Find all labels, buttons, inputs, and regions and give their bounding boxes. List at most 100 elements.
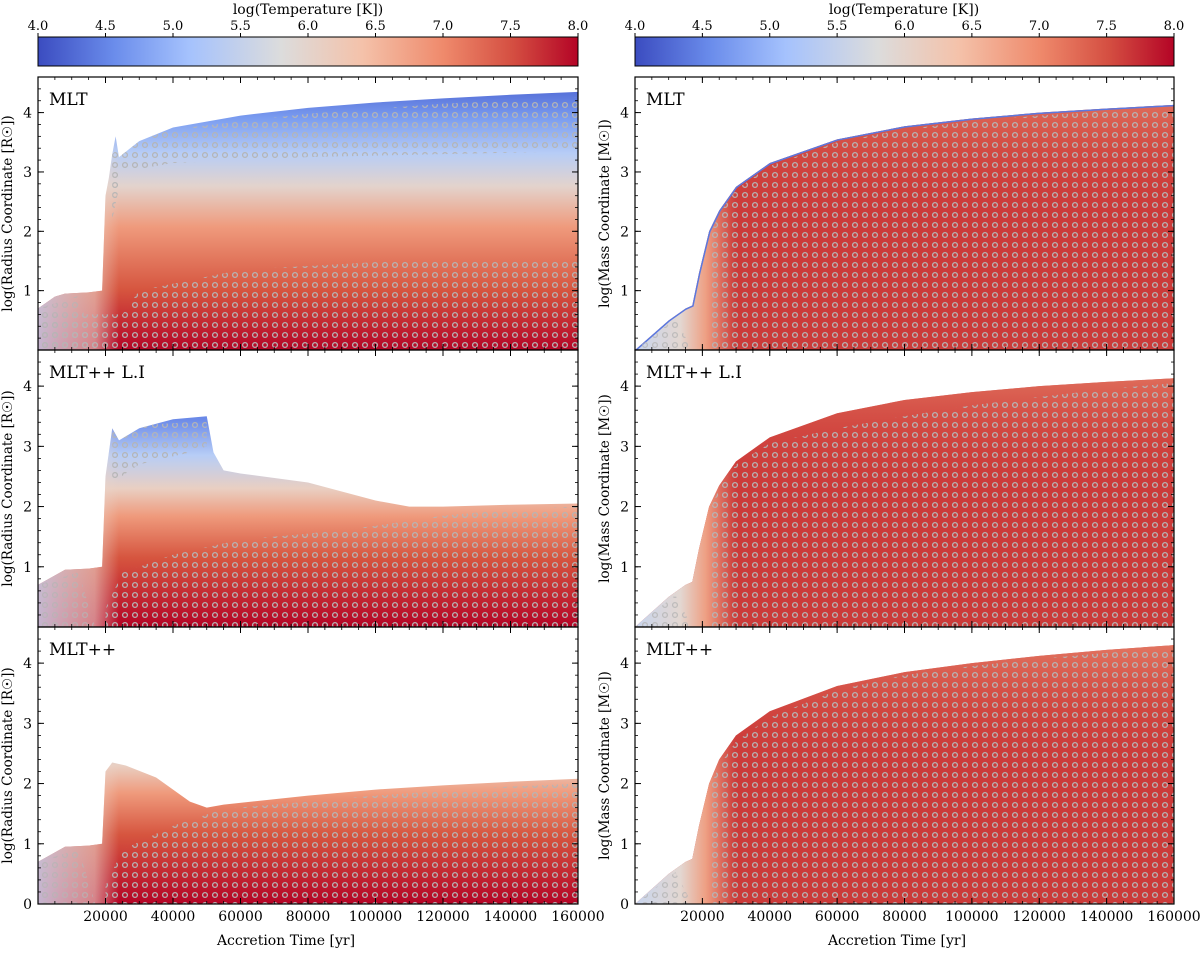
colorbar-label: log(Temperature [K]) (829, 2, 979, 18)
colorbar-tick-label: 5.0 (163, 19, 184, 34)
x-tick-label: 60000 (815, 909, 860, 925)
convective-zone (105, 506, 578, 627)
y-axis-label: log(Mass Coordinate [M☉]) (597, 671, 613, 860)
colorbar-ticks: 4.0 4.5 5.0 5.5 6.0 6.5 7.0 7.5 8.0 (625, 19, 1185, 37)
convective-zone-early (38, 295, 96, 350)
y-tick-label: 4 (620, 379, 629, 395)
colorbar-tick-label: 4.5 (95, 19, 116, 34)
y-tick-label: 3 (620, 716, 629, 732)
colorbar-tick-label: 8.0 (1164, 19, 1185, 34)
y-tick-label: 3 (620, 165, 629, 181)
colorbar-tick-label: 4.0 (625, 19, 646, 34)
y-axis-label: log(Mass Coordinate [M☉]) (597, 394, 613, 583)
panel-title: MLT++ (646, 640, 713, 660)
y-tick-label: 2 (620, 224, 629, 240)
x-tick-label: 40000 (151, 909, 196, 925)
convective-zone (709, 383, 1174, 627)
colorbar-tick-label: 6.5 (962, 19, 983, 34)
colorbar-tick-label: 5.5 (230, 19, 251, 34)
y-tick-label: 3 (23, 439, 32, 455)
y-tick-label: 2 (23, 500, 32, 516)
colorbar-ticks: 4.0 4.5 5.0 5.5 6.0 6.5 7.0 7.5 8.0 (28, 19, 588, 37)
colorbar-tick-label: 5.5 (827, 19, 848, 34)
x-tick-label: 140000 (484, 909, 537, 925)
colorbar-gradient (634, 36, 1175, 67)
x-tick-label: 100000 (349, 909, 402, 925)
panel-title: MLT (646, 90, 685, 110)
y-tick-label: 1 (620, 560, 629, 576)
panel-left-bottom: MLT++ 0 1 2 3 4 20000 40000 60000 80000 100000 1200… (0, 626, 605, 925)
convective-zone-early (635, 872, 693, 904)
y-tick-label: 4 (23, 106, 32, 122)
convective-zone (112, 419, 207, 483)
y-tick-label: 0 (23, 897, 32, 913)
x-tick-label: 20000 (680, 909, 725, 925)
x-axis-label-right: Accretion Time [yr] (827, 933, 966, 949)
y-axis-label: log(Mass Coordinate [M☉]) (597, 119, 613, 308)
x-tick-label: 60000 (218, 909, 263, 925)
y-tick-label: 4 (23, 379, 32, 395)
x-tick-label: 80000 (882, 909, 927, 925)
y-axis-label: log(Radius Coordinate [R☉]) (0, 115, 16, 311)
x-tick-label: 100000 (945, 909, 998, 925)
convective-zone (709, 107, 1174, 350)
panel-right-middle: MLT++ L.I 1 2 3 4 log(Mass Coordinate [M☉]) (597, 349, 1175, 628)
x-tick-label: 20000 (83, 909, 128, 925)
colorbar-tick-label: 7.0 (433, 19, 454, 34)
panel-left-middle: MLT++ L.I 1 2 3 4 log(Radius Coordinate [R☉]) (0, 349, 579, 628)
convective-zone (105, 783, 578, 904)
y-tick-label: 1 (23, 560, 32, 576)
x-tick-label: 160000 (1147, 909, 1200, 925)
panel-title: MLT++ L.I (49, 363, 145, 383)
y-tick-label: 1 (620, 284, 629, 300)
y-tick-label: 2 (23, 224, 32, 240)
colorbar-tick-label: 7.5 (500, 19, 521, 34)
colorbar-left: log(Temperature [K]) 4.0 4.5 5.0 5.5 6.0 6.5 7… (28, 2, 588, 67)
y-tick-label: 2 (620, 500, 629, 516)
colorbar-tick-label: 6.5 (365, 19, 386, 34)
convective-zone (112, 97, 578, 220)
x-tick-label: 80000 (286, 909, 331, 925)
y-tick-label: 1 (23, 284, 32, 300)
panel-grid: MLT 1 2 3 4 log(Radius Coordinate [R☉]) MLT 1 2 3… (0, 76, 1200, 925)
panel-title: MLT++ (49, 640, 116, 660)
convective-zone (709, 648, 1174, 904)
colorbar-tick-label: 4.0 (28, 19, 49, 34)
y-tick-label: 3 (23, 165, 32, 181)
y-tick-label: 2 (23, 777, 32, 793)
panel-title: MLT (49, 90, 88, 110)
y-axis-label: log(Radius Coordinate [R☉]) (0, 390, 16, 586)
y-tick-label: 2 (620, 777, 629, 793)
y-tick-label: 4 (620, 656, 629, 672)
x-axis-label-left: Accretion Time [yr] (216, 933, 355, 949)
y-tick-label: 0 (620, 897, 629, 913)
y-tick-label: 1 (620, 837, 629, 853)
colorbar-right: log(Temperature [K]) 4.0 4.5 5.0 5.5 6.0 6.5 7… (625, 2, 1185, 67)
panel-left-top: MLT 1 2 3 4 log(Radius Coordinate [R☉]) (0, 76, 579, 351)
x-tick-label: 120000 (1013, 909, 1066, 925)
colorbar-tick-label: 6.0 (894, 19, 915, 34)
panel-right-top: MLT 1 2 3 4 log(Mass Coordinate [M☉]) (597, 76, 1175, 351)
y-tick-label: 1 (23, 837, 32, 853)
y-axis-label: log(Radius Coordinate [R☉]) (0, 667, 16, 863)
colorbar-gradient (37, 36, 579, 67)
x-tick-label: 160000 (551, 909, 604, 925)
convective-zone-early (635, 595, 693, 627)
convective-zone-early (38, 572, 96, 627)
colorbar-tick-label: 7.0 (1029, 19, 1050, 34)
colorbar-tick-label: 4.5 (692, 19, 713, 34)
panel-right-bottom: MLT++ 0 1 2 3 4 20000 40000 60000 80000 100000 1200… (597, 626, 1200, 925)
colorbar-tick-label: 6.0 (298, 19, 319, 34)
colorbar-tick-label: 7.5 (1096, 19, 1117, 34)
colorbar-tick-label: 5.0 (759, 19, 780, 34)
y-tick-label: 4 (620, 106, 629, 122)
y-tick-label: 3 (23, 716, 32, 732)
y-tick-label: 3 (620, 439, 629, 455)
x-tick-label: 140000 (1080, 909, 1133, 925)
y-tick-label: 4 (23, 656, 32, 672)
colorbar-label: log(Temperature [K]) (233, 2, 383, 18)
convective-zone-early (635, 318, 693, 350)
convective-zone-early (38, 849, 96, 904)
x-tick-label: 120000 (416, 909, 469, 925)
